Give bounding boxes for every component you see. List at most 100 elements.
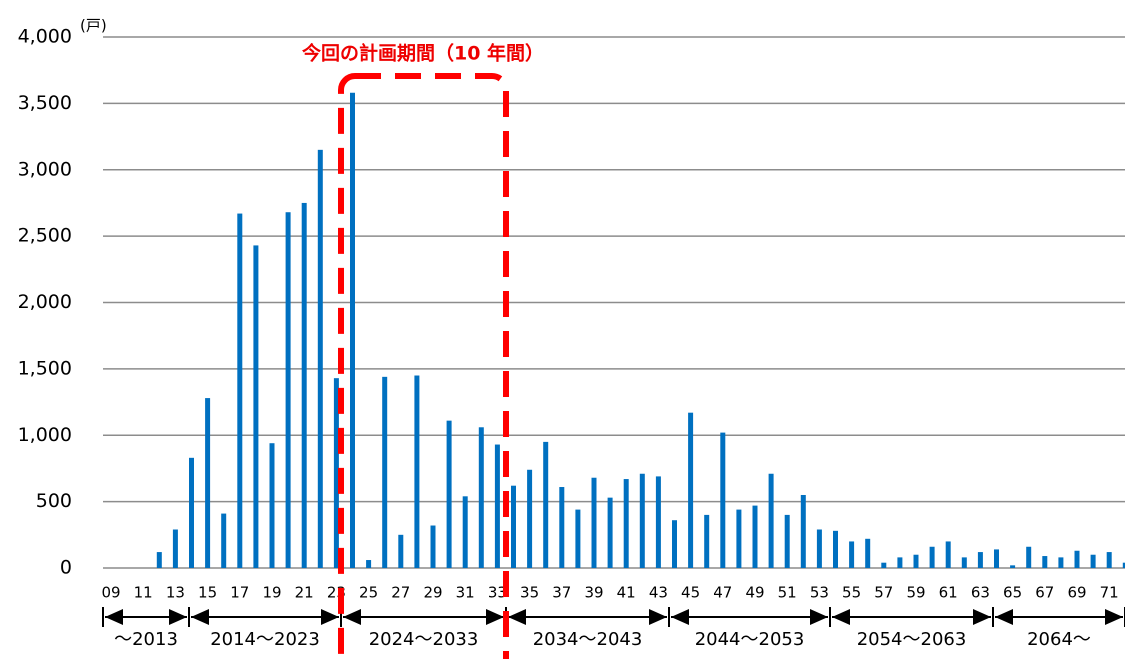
x-tick-label: 13 xyxy=(166,584,185,602)
bar xyxy=(382,376,388,568)
bar xyxy=(559,487,565,568)
bar xyxy=(221,513,227,568)
bar xyxy=(994,549,999,568)
bar xyxy=(511,485,516,568)
x-tick-label: 31 xyxy=(456,584,475,602)
bar xyxy=(752,505,758,568)
x-tick-label: 57 xyxy=(874,584,893,602)
x-tick-label: 67 xyxy=(1035,584,1054,602)
x-tick-label: 17 xyxy=(230,584,249,602)
x-tick-label: 11 xyxy=(134,584,153,602)
x-tick-label: 51 xyxy=(778,584,797,602)
bar xyxy=(881,562,887,568)
bar xyxy=(575,509,581,568)
x-tick-label: 59 xyxy=(906,584,925,602)
x-tick-label: 37 xyxy=(552,584,571,602)
bar xyxy=(736,509,742,568)
x-tick-label: 19 xyxy=(262,584,281,602)
period-label: 2054～2063 xyxy=(857,629,967,650)
y-tick-label: 1,000 xyxy=(18,424,72,446)
x-tick-label: 35 xyxy=(520,584,539,602)
bar xyxy=(398,534,404,568)
bar xyxy=(977,552,983,568)
bar xyxy=(430,525,436,568)
x-tick-label: 15 xyxy=(198,584,217,602)
bar xyxy=(462,496,468,568)
bar xyxy=(172,529,178,568)
bar xyxy=(1026,546,1032,568)
bar xyxy=(269,443,275,568)
y-tick-label: 500 xyxy=(36,490,72,512)
x-tick-label: 27 xyxy=(391,584,410,602)
x-tick-label: 53 xyxy=(810,584,829,602)
bar xyxy=(333,378,339,568)
bar xyxy=(833,530,838,568)
y-tick-label: 2,500 xyxy=(18,225,72,247)
bar xyxy=(156,552,162,568)
bar xyxy=(1122,562,1125,568)
bar xyxy=(446,420,452,568)
bar xyxy=(527,469,533,568)
x-tick-label: 43 xyxy=(649,584,668,602)
bar xyxy=(639,473,645,568)
bar xyxy=(494,444,500,568)
y-tick-label: 4,000 xyxy=(18,26,72,48)
x-tick-label: 61 xyxy=(939,584,958,602)
bar xyxy=(784,514,790,568)
x-tick-label: 49 xyxy=(745,584,764,602)
bar xyxy=(655,476,661,568)
period-label: 2014～2023 xyxy=(210,629,320,650)
bar xyxy=(720,432,726,568)
bar xyxy=(961,557,967,568)
x-tick-label: 69 xyxy=(1067,584,1086,602)
bar xyxy=(1090,554,1096,568)
bar xyxy=(704,514,710,568)
bar xyxy=(945,541,951,568)
bar xyxy=(768,473,774,568)
bar xyxy=(285,212,291,569)
bar xyxy=(301,202,307,568)
x-tick-label: 47 xyxy=(713,584,732,602)
bar xyxy=(897,557,903,568)
x-tick-label: 29 xyxy=(423,584,442,602)
bar xyxy=(205,398,211,568)
x-tick-label: 41 xyxy=(617,584,636,602)
bar xyxy=(414,375,420,568)
plan-frame xyxy=(338,73,509,659)
x-tick-label: 33 xyxy=(488,584,507,602)
bar xyxy=(253,245,259,569)
x-tick-label: 55 xyxy=(842,584,861,602)
x-tick-label: 63 xyxy=(971,584,990,602)
bar xyxy=(913,554,919,568)
bar xyxy=(478,427,484,568)
y-tick-label: 0 xyxy=(60,557,72,579)
bar xyxy=(1106,552,1112,568)
bar xyxy=(800,494,806,568)
bar xyxy=(350,92,355,568)
bar xyxy=(929,546,935,568)
y-tick-label: 1,500 xyxy=(18,357,72,379)
bar xyxy=(543,441,549,568)
bar xyxy=(607,497,613,568)
y-tick-label: 3,500 xyxy=(18,92,72,114)
period-label: 2044～2053 xyxy=(695,629,805,650)
unit-label: (戸) xyxy=(80,17,107,35)
y-tick-label: 2,000 xyxy=(18,291,72,313)
period-label: 2034～2043 xyxy=(533,629,643,650)
bar xyxy=(1058,557,1064,568)
bar xyxy=(688,412,694,568)
bar xyxy=(849,541,855,568)
bar xyxy=(865,538,871,568)
bar xyxy=(366,560,372,568)
period-label: ～2013 xyxy=(114,629,178,650)
x-tick-label: 65 xyxy=(1003,584,1022,602)
y-tick-label: 3,000 xyxy=(18,158,72,180)
bar xyxy=(1074,550,1080,568)
bar xyxy=(237,213,243,568)
annotation: 今回の計画期間（10 年間） xyxy=(301,42,544,65)
bar xyxy=(1042,556,1048,568)
bar xyxy=(591,477,597,568)
bar xyxy=(816,529,822,568)
x-tick-label: 39 xyxy=(584,584,603,602)
